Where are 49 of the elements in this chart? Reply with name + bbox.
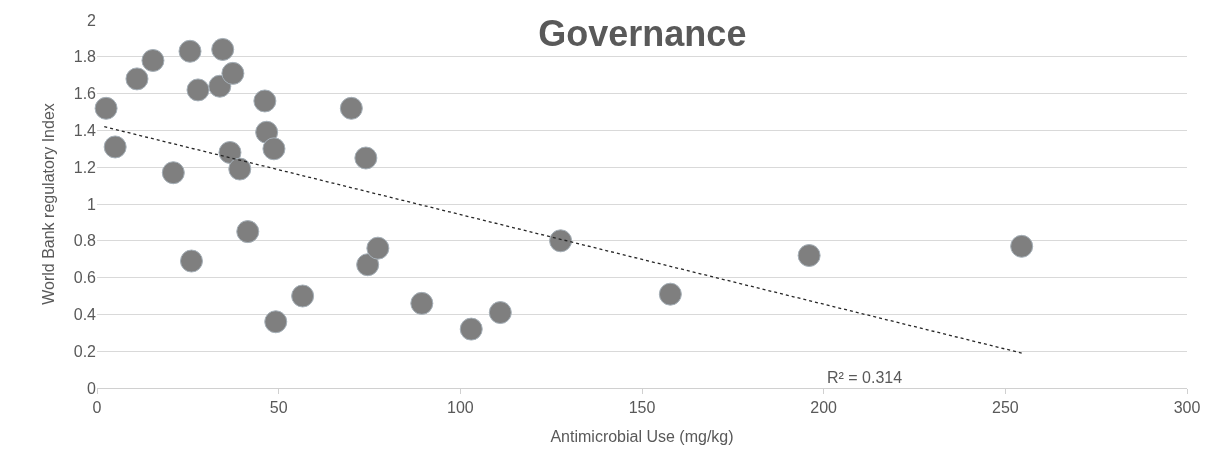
y-tick-label: 1 <box>87 195 97 213</box>
x-tick-label: 150 <box>628 399 656 417</box>
x-axis-title: Antimicrobial Use (mg/kg) <box>550 427 734 445</box>
x-tick-label: 100 <box>446 399 474 417</box>
y-tick-label: 1.8 <box>73 48 97 66</box>
point <box>125 67 149 91</box>
y-tick-label: 0.2 <box>73 342 97 360</box>
chart-title: Governance <box>538 12 747 54</box>
y-tick-label: 1.6 <box>73 85 97 103</box>
point <box>236 220 260 244</box>
point <box>179 249 203 273</box>
point <box>178 39 202 63</box>
point <box>797 244 821 268</box>
point <box>228 157 252 181</box>
point <box>658 282 682 306</box>
y-tick-label: 0.4 <box>73 306 97 323</box>
y-tick-label: 0 <box>87 379 97 397</box>
point <box>264 310 288 334</box>
y-axis-title: World Bank regulatory Index <box>39 103 57 305</box>
x-tick-label: 250 <box>991 399 1019 417</box>
point <box>356 253 380 277</box>
point <box>354 146 378 170</box>
y-tick-label: 2 <box>87 11 97 29</box>
point <box>366 236 390 260</box>
point <box>103 135 127 159</box>
point <box>549 229 573 253</box>
x-tick-label: 50 <box>269 399 288 417</box>
point <box>410 291 434 315</box>
y-tick-label: 1.4 <box>73 122 97 139</box>
point <box>211 37 235 61</box>
point <box>488 301 512 325</box>
point <box>141 48 165 72</box>
point <box>291 284 315 308</box>
point <box>186 78 210 102</box>
point <box>339 96 363 120</box>
point <box>221 61 245 85</box>
point <box>161 161 185 185</box>
point <box>94 96 118 120</box>
y-tick-label: 1.2 <box>73 158 97 176</box>
x-tick-label: 300 <box>1173 399 1201 417</box>
x-tick-label: 200 <box>810 399 838 417</box>
point <box>1010 234 1034 258</box>
annotation: R² = 0.314 <box>827 369 903 386</box>
point <box>253 89 277 113</box>
y-tick-label: 0.8 <box>73 232 97 250</box>
point <box>262 137 286 161</box>
y-tick-label: 0.6 <box>73 269 97 287</box>
point <box>459 317 483 341</box>
point <box>218 140 242 164</box>
